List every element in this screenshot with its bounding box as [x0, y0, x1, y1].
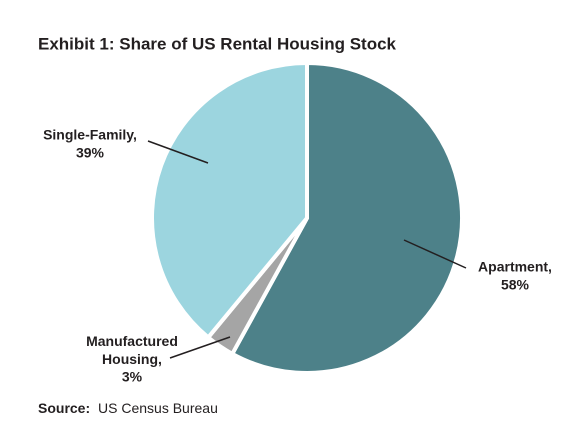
chart-title: Exhibit 1: Share of US Rental Housing St…	[38, 34, 397, 53]
leader-line	[403, 239, 467, 269]
value-label: 3%	[122, 369, 143, 385]
value-label: 58%	[501, 277, 530, 293]
label-line: Manufactured	[86, 333, 178, 349]
label-line: Housing,	[102, 351, 162, 367]
slice-label: Single-Family,	[43, 127, 137, 143]
source-text: US Census Bureau	[98, 400, 218, 416]
pie-slice	[230, 61, 464, 375]
pie-slice	[150, 61, 309, 340]
slice-label: Manufactured Housing,	[86, 333, 178, 367]
leader-line	[147, 140, 209, 164]
slice-label: Apartment,	[478, 259, 552, 275]
leader-line	[169, 336, 231, 359]
value-label: 39%	[76, 145, 105, 161]
source: Source: US Census Bureau	[38, 400, 218, 416]
source-label: Source:	[38, 400, 90, 416]
